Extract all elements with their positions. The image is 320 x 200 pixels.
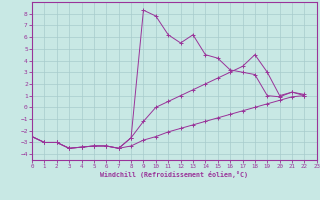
X-axis label: Windchill (Refroidissement éolien,°C): Windchill (Refroidissement éolien,°C) [100,171,248,178]
